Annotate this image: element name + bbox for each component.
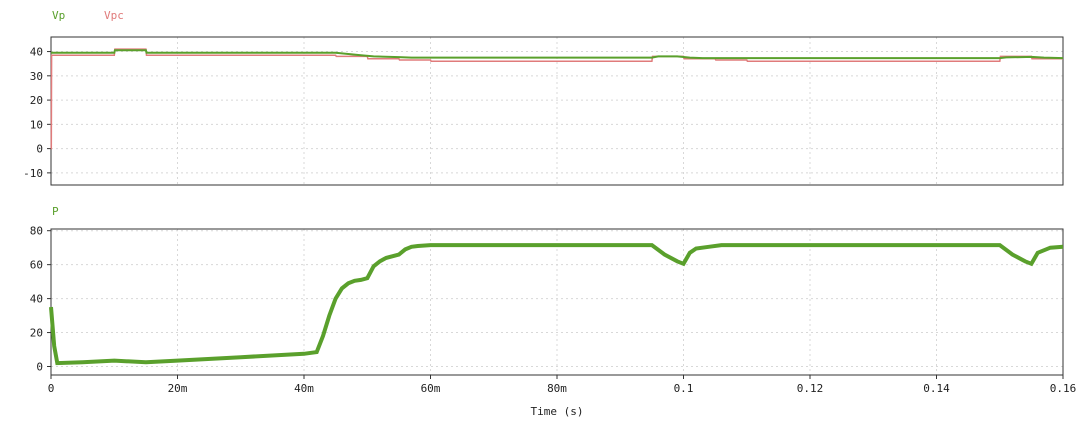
top-panel-y-tick-labels: 40 30 20 10 0 -10 (23, 46, 43, 180)
legend-vp: Vp (52, 9, 65, 22)
series-vpc-line (50, 48, 1063, 150)
x-tick-label: 20m (168, 382, 188, 395)
bottom-y-tick-label: 80 (30, 225, 43, 238)
x-tick-label: 80m (547, 382, 567, 395)
top-y-tick-label: -10 (23, 167, 43, 180)
bottom-panel-grid (47, 229, 1064, 375)
bottom-y-tick-label: 60 (30, 259, 43, 272)
x-axis-label: Time (s) (531, 405, 584, 418)
series-p-line (49, 243, 1064, 366)
bottom-panel-y-tick-labels: 80 60 40 20 0 (30, 225, 43, 374)
top-y-tick-label: 10 (30, 118, 43, 131)
x-tick-label: 0.16 (1050, 382, 1077, 395)
x-tick-label: 0.1 (674, 382, 694, 395)
top-y-tick-label: 40 (30, 46, 43, 59)
x-tick-labels: 0 20m 40m 60m 80m 0.1 0.12 0.14 0.16 (48, 375, 1077, 395)
x-tick-label: 60m (421, 382, 441, 395)
x-tick-label: 0 (48, 382, 55, 395)
bottom-y-tick-label: 0 (36, 361, 43, 374)
top-y-tick-label: 0 (36, 143, 43, 156)
bottom-y-tick-label: 40 (30, 293, 43, 306)
top-panel-grid (47, 37, 1064, 185)
top-y-tick-label: 20 (30, 94, 43, 107)
legend-vpc: Vpc (104, 9, 124, 22)
top-y-tick-label: 30 (30, 70, 43, 83)
series-vp-line (51, 49, 1064, 60)
x-tick-label: 0.14 (923, 382, 950, 395)
x-tick-label: 0.12 (797, 382, 824, 395)
legend-p: P (52, 205, 59, 218)
x-tick-label: 40m (294, 382, 314, 395)
bottom-y-tick-label: 20 (30, 327, 43, 340)
